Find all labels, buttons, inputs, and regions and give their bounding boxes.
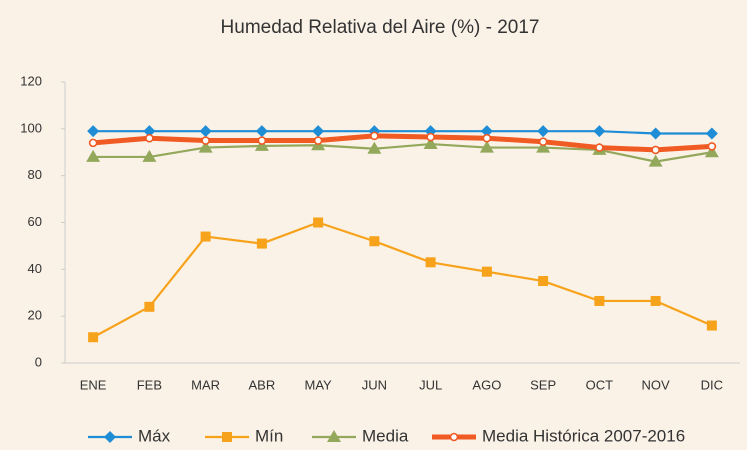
x-tick-label: FEB bbox=[137, 377, 162, 392]
marker bbox=[88, 138, 98, 148]
marker bbox=[648, 154, 663, 167]
x-tick-label: OCT bbox=[586, 377, 614, 392]
marker bbox=[706, 320, 717, 331]
marker bbox=[312, 125, 325, 138]
marker bbox=[201, 136, 210, 145]
marker bbox=[480, 125, 493, 138]
series-line bbox=[93, 142, 713, 163]
marker bbox=[595, 143, 604, 152]
y-tick-label: 0 bbox=[35, 354, 42, 369]
marker bbox=[257, 136, 267, 145]
marker bbox=[707, 142, 717, 151]
legend-marker bbox=[327, 430, 341, 442]
x-tick-label: SEP bbox=[530, 377, 556, 392]
x-tick-label: JUL bbox=[419, 377, 442, 392]
marker bbox=[425, 257, 436, 268]
marker bbox=[705, 127, 718, 140]
marker bbox=[313, 136, 323, 145]
marker bbox=[538, 137, 548, 147]
y-tick-label: 60 bbox=[28, 214, 42, 229]
y-tick-label: 120 bbox=[20, 73, 42, 88]
x-tick-label: ABR bbox=[249, 377, 276, 392]
x-tick-label: DIC bbox=[701, 377, 723, 392]
marker bbox=[199, 125, 212, 138]
legend-marker bbox=[222, 432, 232, 442]
marker bbox=[651, 145, 660, 155]
marker bbox=[86, 149, 101, 162]
y-tick-label: 80 bbox=[28, 167, 42, 182]
marker bbox=[367, 141, 382, 154]
legend-label: Máx bbox=[138, 426, 171, 445]
legend-label: Media bbox=[362, 426, 409, 445]
marker bbox=[593, 125, 606, 138]
legend-label: Mín bbox=[255, 426, 283, 445]
x-tick-label: ENE bbox=[80, 377, 107, 392]
y-tick-label: 40 bbox=[28, 261, 42, 276]
marker bbox=[88, 332, 99, 343]
marker bbox=[594, 295, 605, 306]
marker bbox=[536, 140, 551, 153]
legend-marker bbox=[104, 431, 116, 443]
marker bbox=[200, 231, 211, 242]
chart-title: Humedad Relativa del Aire (%) - 2017 bbox=[221, 17, 540, 38]
marker bbox=[426, 132, 435, 142]
marker bbox=[649, 127, 662, 140]
marker bbox=[481, 266, 492, 277]
x-tick-label: JUN bbox=[362, 377, 387, 392]
marker bbox=[369, 236, 380, 247]
marker bbox=[538, 276, 549, 287]
x-tick-label: MAY bbox=[305, 377, 333, 392]
marker bbox=[704, 145, 719, 158]
marker bbox=[537, 125, 550, 138]
marker bbox=[142, 149, 157, 162]
marker bbox=[145, 133, 154, 143]
marker bbox=[87, 125, 100, 138]
marker bbox=[143, 125, 156, 138]
marker bbox=[256, 238, 267, 249]
x-tick-label: NOV bbox=[642, 377, 671, 392]
series-line bbox=[93, 130, 712, 135]
marker bbox=[255, 125, 268, 138]
marker bbox=[479, 140, 494, 153]
x-tick-label: MAR bbox=[191, 377, 220, 392]
legend-label: Media Histórica 2007-2016 bbox=[482, 426, 685, 445]
marker bbox=[482, 133, 492, 143]
marker bbox=[650, 295, 661, 306]
marker bbox=[370, 131, 379, 141]
series-line bbox=[92, 133, 713, 153]
series-line bbox=[92, 221, 713, 339]
marker bbox=[198, 140, 213, 153]
marker bbox=[144, 301, 155, 312]
marker bbox=[254, 138, 269, 151]
legend-marker bbox=[449, 432, 459, 442]
marker bbox=[313, 217, 324, 228]
y-tick-label: 20 bbox=[28, 308, 42, 323]
x-tick-label: AGO bbox=[472, 377, 501, 392]
marker bbox=[423, 137, 438, 150]
y-tick-label: 100 bbox=[20, 120, 42, 135]
